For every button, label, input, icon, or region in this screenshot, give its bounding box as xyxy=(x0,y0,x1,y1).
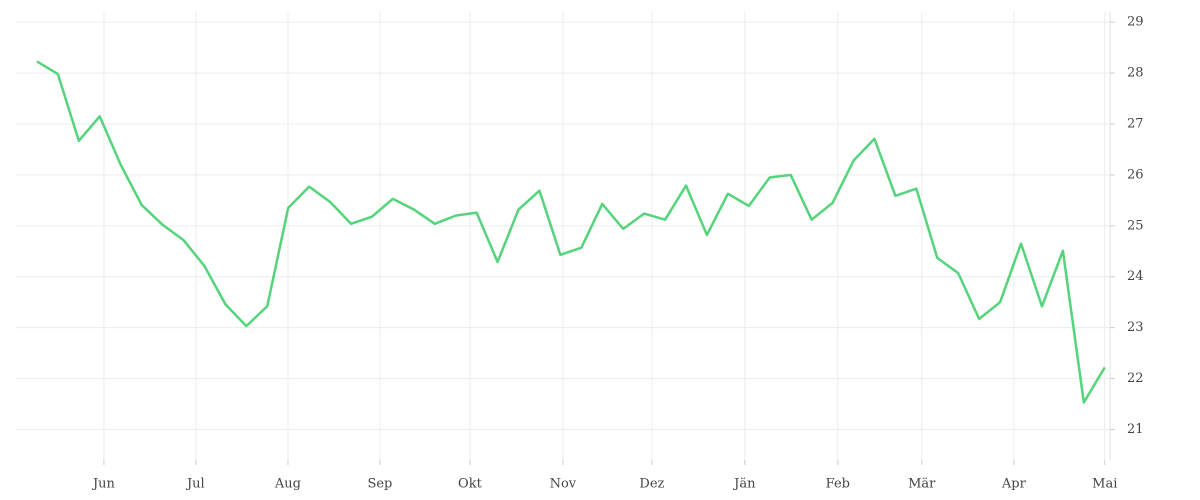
x-tick-label: Jul xyxy=(185,477,205,492)
x-tick-label: Feb xyxy=(826,477,850,492)
y-tick-label: 27 xyxy=(1127,117,1144,132)
y-tick-label: 29 xyxy=(1127,15,1144,30)
y-tick-label: 25 xyxy=(1127,218,1144,233)
y-tick-label: 24 xyxy=(1127,269,1144,284)
y-tick-label: 26 xyxy=(1127,167,1144,182)
x-tick-label: Aug xyxy=(274,477,301,492)
x-tick-label: Jän xyxy=(732,477,756,492)
x-tick-label: Nov xyxy=(550,477,577,492)
line xyxy=(36,60,1106,404)
x-tick-label: Sep xyxy=(367,477,392,492)
x-tick-label: Jun xyxy=(91,477,116,492)
x-tick-label: Okt xyxy=(458,477,483,492)
x-tick-label: Mär xyxy=(908,477,936,492)
y-tick-label: 28 xyxy=(1127,66,1144,81)
y-tick-label: 23 xyxy=(1127,320,1144,335)
x-tick-label: Mai xyxy=(1092,477,1117,492)
y-tick-label: 21 xyxy=(1127,422,1144,437)
y-tick-label: 22 xyxy=(1127,371,1144,386)
x-tick-label: Dez xyxy=(639,477,664,492)
x-tick-label: Apr xyxy=(1001,477,1027,492)
